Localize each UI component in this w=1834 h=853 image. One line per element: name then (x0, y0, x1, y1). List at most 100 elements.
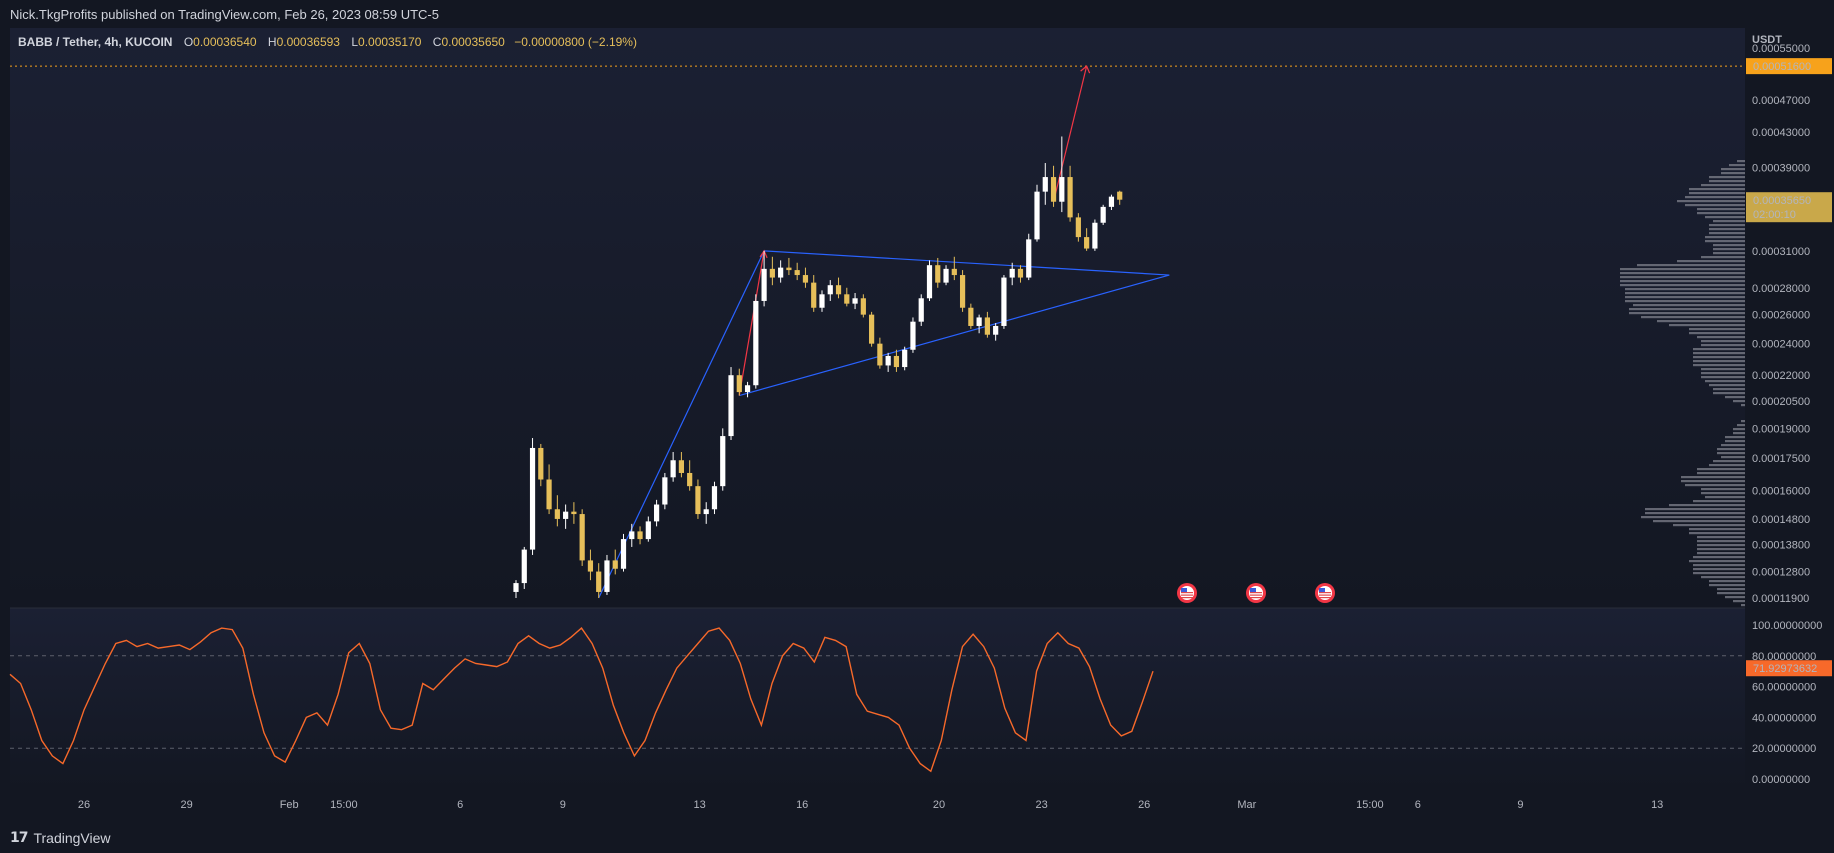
candle-body (579, 514, 585, 561)
tradingview-logo[interactable]: 17 TradingView (10, 830, 111, 846)
candle-body (711, 486, 718, 510)
volume-profile-bar (1717, 592, 1745, 595)
volume-profile-bar (1705, 496, 1745, 499)
high-value: 0.00036593 (276, 35, 340, 49)
candle-body (1009, 268, 1015, 278)
indicator-tick-label: 40.00000000 (1752, 712, 1816, 724)
candle-body (653, 504, 660, 522)
low-key: L (351, 35, 359, 49)
indicator-value-badge: 71.92973632 (1746, 660, 1832, 677)
volume-profile-bar (1657, 320, 1745, 323)
volume-profile-bar (1721, 172, 1745, 175)
volume-profile-bar (1689, 560, 1745, 563)
volume-profile-bar (1737, 424, 1745, 427)
price-tick-label: 0.00014800 (1752, 514, 1810, 526)
price-tick-label: 0.00011900 (1752, 593, 1809, 605)
volume-profile-bar (1701, 256, 1745, 259)
candle-body (984, 317, 990, 335)
volume-profile-bar (1741, 604, 1745, 607)
tradingview-logo-icon: 17 (10, 830, 29, 846)
time-axis[interactable]: 26 29 Feb 15:00 6 9 13 16 20 23 26 Mar 15:00 6 9 13 (78, 799, 1663, 811)
volume-profile-bar (1709, 180, 1745, 183)
candle-body (645, 521, 651, 540)
volume-profile-bar (1725, 396, 1745, 399)
volume-profile-bar (1677, 200, 1745, 203)
candle-body (529, 447, 536, 550)
candle-body (744, 385, 751, 393)
time-tick-label: 23 (1035, 799, 1047, 811)
chart-area[interactable]: USDT 0.00055000 0.00047000 0.00043000 0.000… (0, 28, 1834, 822)
volume-profile-bar (1733, 428, 1745, 431)
volume-profile-bar (1725, 436, 1745, 439)
currency-label: USDT (1752, 34, 1782, 46)
pattern-drawings[interactable] (10, 65, 1745, 599)
volume-profile-bar (1701, 488, 1745, 491)
volume-profile-bar (1741, 420, 1745, 423)
candle-body (802, 275, 809, 283)
open-value: 0.00036540 (193, 35, 257, 49)
volume-profile-bar (1705, 240, 1745, 243)
symbol-label[interactable]: BABB / Tether, 4h, KUCOIN (18, 35, 173, 49)
volume-profile-bar (1689, 188, 1745, 191)
volume-profile-bar (1620, 272, 1745, 275)
price-tick-label: 0.00012800 (1752, 567, 1810, 579)
volume-profile-bar (1689, 192, 1745, 195)
time-tick-label: 26 (78, 799, 90, 811)
price-tick-label: 0.00024000 (1752, 339, 1810, 351)
price-axis[interactable]: USDT 0.00055000 0.00047000 0.00043000 0.000… (1746, 34, 1832, 605)
volume-profile-bar (1725, 596, 1745, 599)
candle-body (637, 531, 643, 540)
candle-body (877, 343, 883, 366)
time-tick-label: 13 (1651, 799, 1663, 811)
candle-body (1100, 206, 1106, 223)
volume-profile-bar (1713, 388, 1745, 391)
candle-body (753, 300, 759, 386)
us-flag-icon-stripe (1250, 597, 1262, 599)
time-tick-label: 13 (693, 799, 705, 811)
volume-profile-bar (1637, 264, 1745, 267)
candle-body (935, 265, 941, 283)
candle-body (736, 375, 742, 393)
volume-profile-bar (1641, 316, 1745, 319)
volume-profile-bar (1713, 460, 1745, 463)
volume-profile-bar (1697, 208, 1745, 211)
candle-body (794, 270, 800, 276)
indicator-axis[interactable]: 100.00000000 80.00000000 60.00000000 40.000… (1746, 620, 1832, 786)
chart-legend: BABB / Tether, 4h, KUCOIN O0.00036540 H0… (18, 35, 637, 49)
volume-profile-bar (1697, 468, 1745, 471)
candle-body (695, 486, 701, 515)
volume-profile-bar (1705, 216, 1745, 219)
us-flag-icon (1246, 583, 1266, 603)
candle-body (1042, 177, 1048, 192)
indicator-value-text: 71.92973632 (1753, 663, 1817, 675)
us-flag-icon-canton (1250, 588, 1256, 592)
last-price-badge-text: 0.00035650 (1753, 195, 1811, 207)
volume-profile-bar (1629, 308, 1745, 311)
volume-profile-bar (1701, 576, 1745, 579)
price-tick-label: 0.00016000 (1752, 486, 1810, 498)
volume-profile-bar (1645, 512, 1745, 515)
volume-profile-bar (1697, 536, 1745, 539)
volume-profile-bar (1677, 260, 1745, 263)
volume-profile-bar (1717, 448, 1745, 451)
footer-bar: 17 TradingView (0, 822, 1834, 853)
volume-profile-bar (1713, 252, 1745, 255)
candle-body (811, 282, 817, 308)
tradingview-brand-text: TradingView (33, 830, 111, 846)
us-flag-icon (1315, 583, 1335, 603)
volume-profile-bar (1625, 296, 1745, 299)
indicator-tick-label: 60.00000000 (1752, 682, 1816, 694)
candle-body (844, 294, 850, 304)
open-key: O (183, 35, 194, 49)
volume-profile-bar (1737, 160, 1745, 163)
candle-body (761, 268, 767, 301)
indicator-pane-background (10, 608, 1745, 790)
economic-events[interactable] (1177, 583, 1335, 603)
candle-body (968, 307, 974, 326)
indicator-tick-label: 20.00000000 (1752, 743, 1816, 755)
candles (513, 136, 1123, 598)
last-price-badge: 0.00035650 02:00:10 (1746, 192, 1832, 223)
candle-body (1001, 277, 1007, 326)
volume-profile-bar (1709, 228, 1745, 231)
volume-profile-bar (1709, 584, 1745, 587)
